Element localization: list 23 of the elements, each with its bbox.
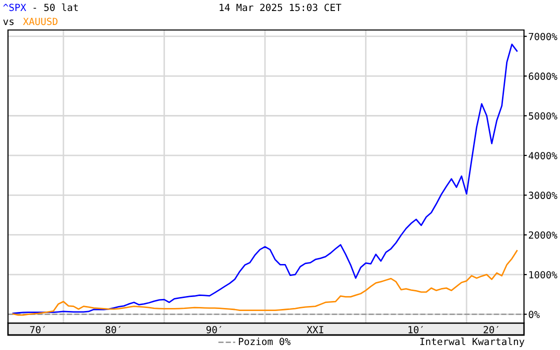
x-tick-label: 80′ <box>106 326 121 334</box>
y-tick-label: 7000% <box>528 32 558 40</box>
x-tick-label: XXI <box>306 326 324 334</box>
line-series <box>12 44 518 314</box>
y-tick-label: 3000% <box>528 192 558 200</box>
y-tick-label: 6000% <box>528 72 558 80</box>
y-tick-label: 5000% <box>528 112 558 120</box>
text: XAUUSD <box>23 18 58 26</box>
legend-label: Poziom 0% <box>238 338 291 346</box>
y-tick-label: 2000% <box>528 231 558 239</box>
text: 14 Mar 2025 15:03 CET <box>220 4 342 12</box>
line-series <box>12 250 518 316</box>
x-tick-label: 90′ <box>206 326 222 334</box>
y-tick-label: 1000% <box>529 271 558 278</box>
x-tick-label: 10′ <box>408 326 423 334</box>
chart-subtitle: vs <box>3 19 14 26</box>
y-tick-label: 0% <box>528 310 540 318</box>
text: ^SPX <box>3 4 26 12</box>
x-tick-label: 70′ <box>30 326 45 334</box>
x-tick-label: 20′ <box>484 326 498 334</box>
text: Interwal Kwartalny <box>420 338 524 348</box>
y-tick-label: 4000% <box>528 152 558 160</box>
chart-title: - 50 lat <box>34 4 78 12</box>
